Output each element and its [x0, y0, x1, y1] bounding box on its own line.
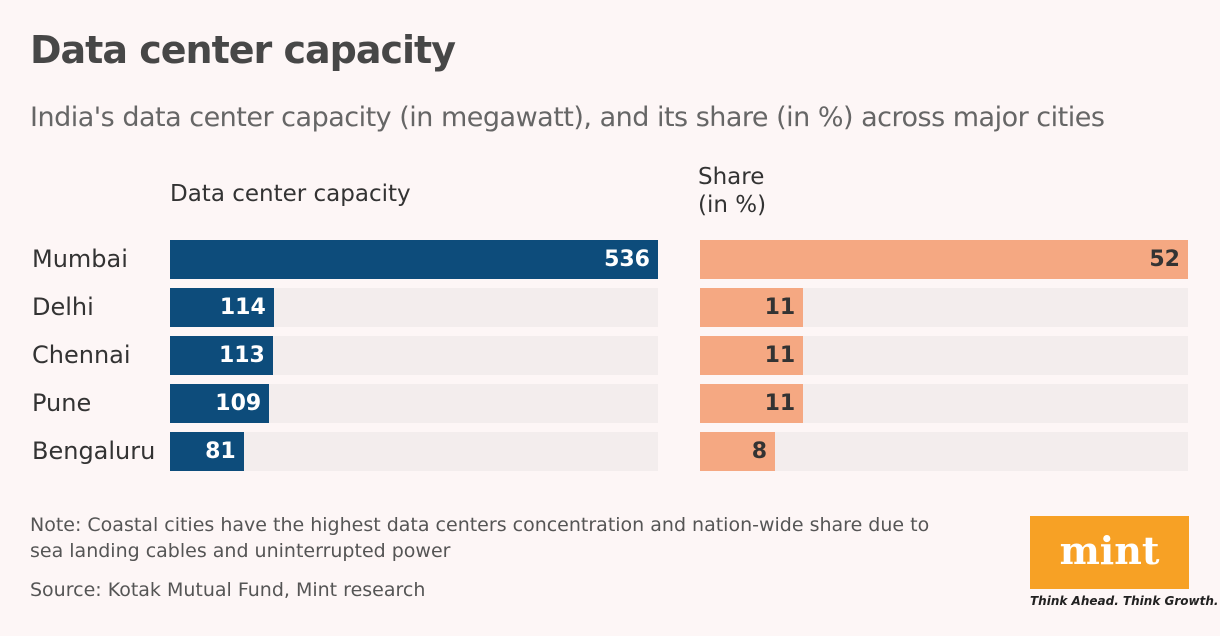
data-label: 113: [218, 343, 265, 368]
data-label: 11: [764, 391, 796, 416]
data-label: 8: [751, 439, 768, 464]
bar-track: 109: [170, 384, 658, 423]
data-label: 11: [764, 295, 796, 320]
share-bar: 11: [700, 384, 804, 423]
bar-track: 52: [700, 240, 1188, 279]
note-line: Note: Coastal cities have the highest da…: [30, 514, 930, 536]
capacity-bar: 536: [170, 240, 658, 279]
category-label: Pune: [32, 389, 92, 417]
bar-track: 11: [700, 336, 1188, 375]
source: Source: Kotak Mutual Fund, Mint research: [30, 579, 426, 601]
capacity-bar: 113: [170, 336, 273, 375]
share-bar: 8: [700, 432, 776, 471]
capacity-bar: 109: [170, 384, 270, 423]
share-header: Share (in %): [698, 163, 766, 219]
data-label: 109: [215, 391, 262, 416]
bar-track: 81: [170, 432, 658, 471]
category-label: Chennai: [32, 341, 131, 369]
data-label: 536: [604, 247, 650, 272]
chart-subtitle: India's data center capacity (in megawat…: [30, 102, 1105, 133]
data-label: 81: [205, 439, 236, 464]
category-label: Bengaluru: [32, 437, 156, 465]
bar-track: 113: [170, 336, 658, 375]
data-label: 52: [1149, 247, 1180, 272]
capacity-bar: 114: [170, 288, 274, 327]
bar-track: 11: [700, 384, 1188, 423]
logo-tagline: Think Ahead. Think Growth.: [1030, 594, 1219, 608]
chart-title: Data center capacity: [30, 28, 456, 72]
bar-track: 11: [700, 288, 1188, 327]
category-label: Delhi: [32, 293, 94, 321]
share-header-line: Share: [698, 164, 765, 190]
share-bar: 11: [700, 288, 804, 327]
share-header-line: (in %): [698, 192, 767, 218]
category-label: Mumbai: [32, 245, 128, 273]
capacity-header: Data center capacity: [170, 181, 411, 207]
note-line: sea landing cables and uninterrupted pow…: [30, 540, 451, 562]
bar-track: 114: [170, 288, 658, 327]
capacity-bar: 81: [170, 432, 244, 471]
share-bar: 52: [700, 240, 1188, 279]
mint-logo: mint: [1030, 516, 1189, 589]
bar-track: 536: [170, 240, 658, 279]
share-bar: 11: [700, 336, 804, 375]
data-label: 11: [764, 343, 796, 368]
note: Note: Coastal cities have the highest da…: [30, 512, 929, 564]
bar-track: 8: [700, 432, 1188, 471]
data-label: 114: [219, 295, 266, 320]
